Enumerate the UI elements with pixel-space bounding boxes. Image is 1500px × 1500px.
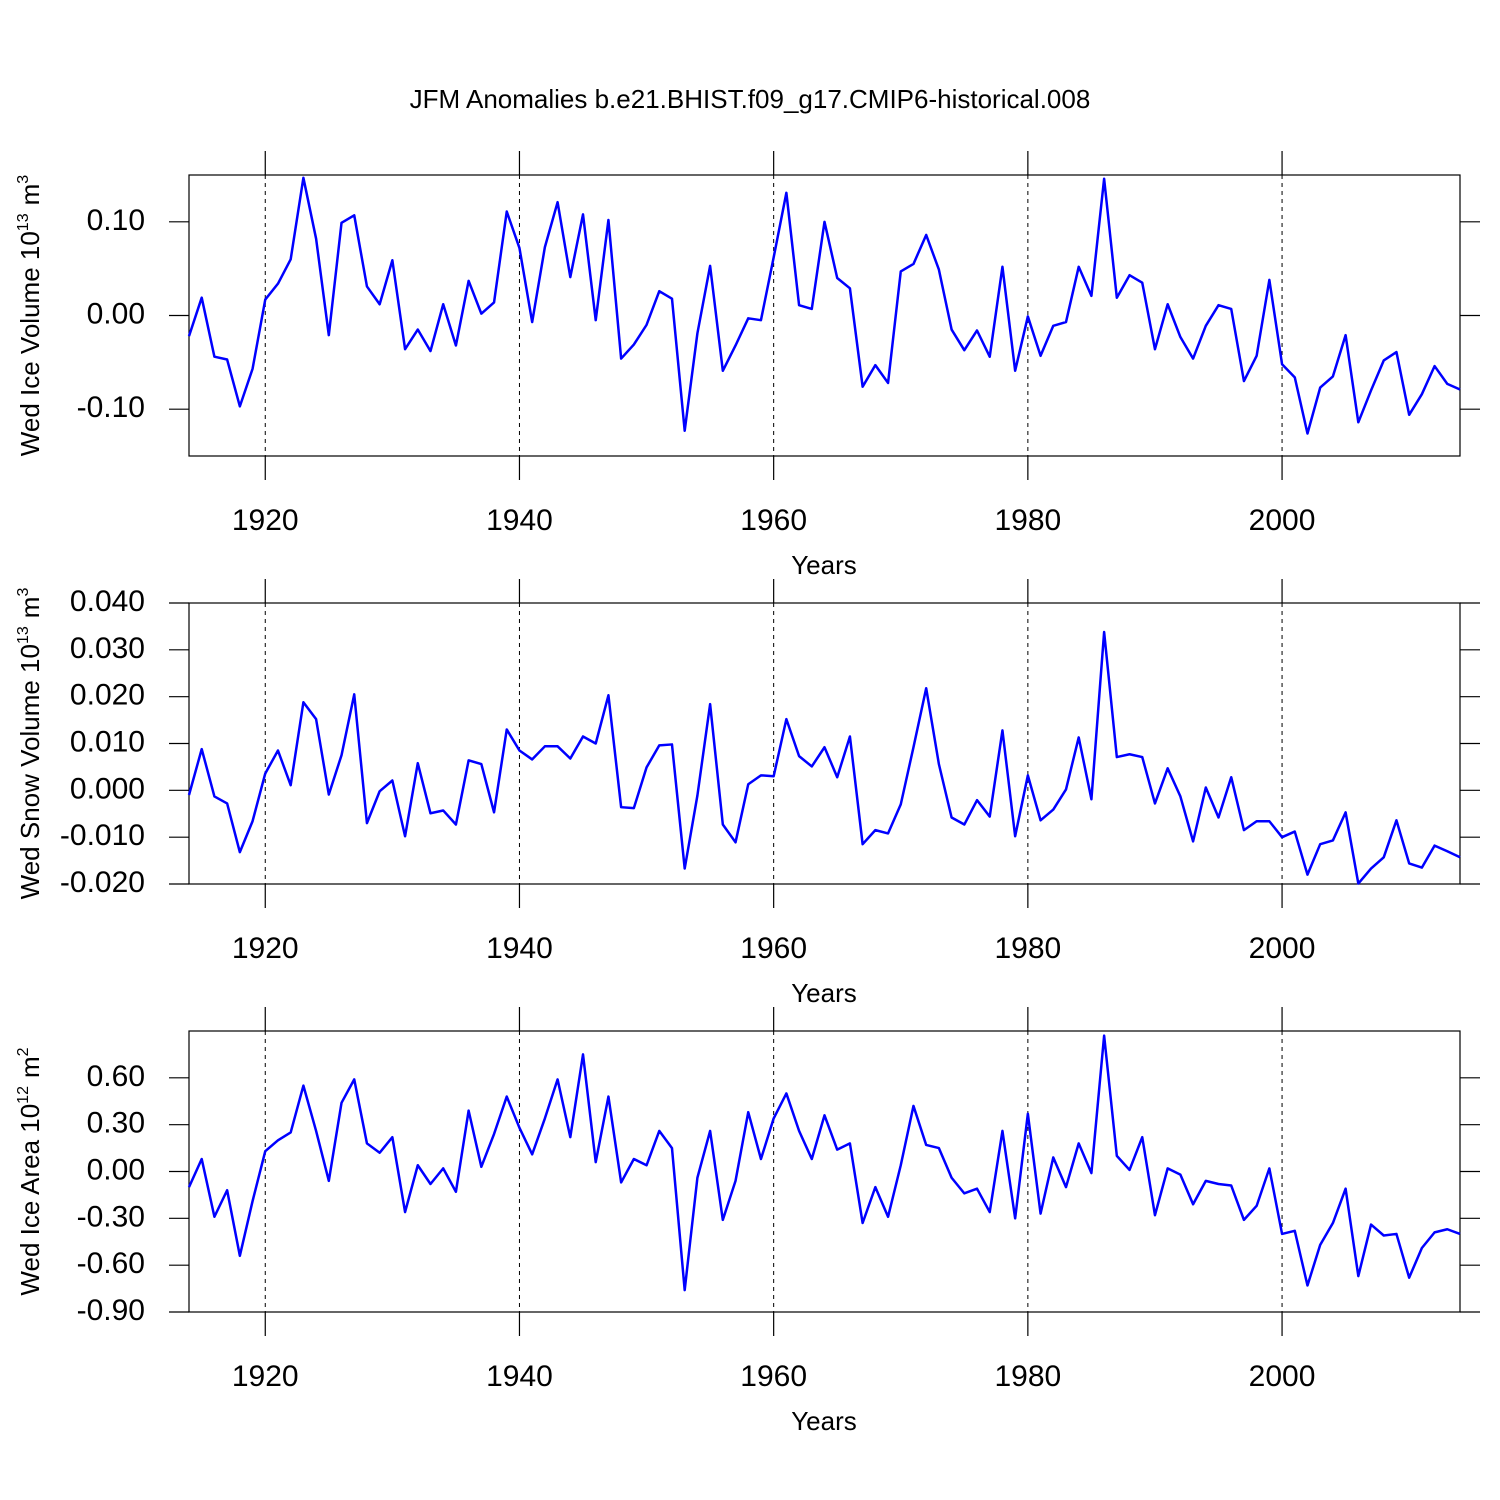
y-tick-label: 0.010	[70, 725, 145, 758]
y-axis-label-exponent: 13	[15, 626, 32, 644]
y-axis-label-unit: m	[15, 1056, 45, 1078]
y-axis-label-unit-exponent: 3	[15, 588, 32, 597]
data-line	[187, 630, 1461, 885]
x-tick-label: 1940	[486, 504, 553, 537]
y-axis-label-text: Wed Snow Volume 10	[15, 644, 45, 899]
x-tick-label: 1920	[232, 932, 299, 965]
y-tick-label: -0.30	[77, 1200, 145, 1233]
y-axis-label: Wed Ice Volume 1013 m3	[15, 175, 45, 456]
y-tick-label: -0.90	[77, 1294, 145, 1327]
y-axis-label-unit: m	[15, 184, 45, 206]
x-tick-label: 2000	[1249, 932, 1316, 965]
x-tick-label: 1980	[994, 504, 1061, 537]
y-axis-label-text: Wed Ice Area 10	[15, 1104, 45, 1296]
panel: 1920 1940 1960 1980 2000 -0.10 0.00 0.10 Years We…	[15, 151, 1480, 580]
y-axis-label-exponent: 13	[15, 213, 32, 231]
y-tick-label: -0.010	[60, 819, 145, 852]
y-axis-label-unit: m	[15, 597, 45, 619]
x-tick-label: 1920	[232, 504, 299, 537]
y-tick-label: 0.00	[87, 1153, 145, 1186]
y-tick-label: 0.040	[70, 585, 145, 618]
y-tick-label: 0.00	[87, 297, 145, 330]
y-tick-label: 0.30	[87, 1107, 145, 1140]
x-tick-label: 1960	[740, 932, 807, 965]
data-line	[187, 1034, 1461, 1292]
y-axis-label: Wed Ice Area 1012 m2	[15, 1047, 45, 1295]
panel: 1920 1940 1960 1980 2000 -0.020 -0.010 0.000 0.0…	[15, 579, 1480, 1008]
x-tick-label: 1920	[232, 1360, 299, 1393]
x-tick-label: 2000	[1249, 1360, 1316, 1393]
chart-title: JFM Anomalies b.e21.BHIST.f09_g17.CMIP6-…	[410, 84, 1091, 114]
x-tick-label: 1960	[740, 1360, 807, 1393]
x-tick-label: 1980	[994, 932, 1061, 965]
x-tick-label: 2000	[1249, 504, 1316, 537]
y-tick-label: 0.60	[87, 1060, 145, 1093]
y-axis-label-unit-exponent: 2	[15, 1047, 32, 1056]
x-axis-label: Years	[791, 1406, 857, 1436]
plot-frame	[188, 1030, 1461, 1313]
y-tick-label: 0.000	[70, 772, 145, 805]
y-tick-label: 0.020	[70, 679, 145, 712]
plot-frame	[188, 174, 1461, 457]
y-axis-label-text: Wed Ice Volume 10	[15, 231, 45, 456]
panel: 1920 1940 1960 1980 2000 -0.90 -0.60 -0.30 0.00 0…	[15, 1007, 1480, 1436]
x-tick-label: 1940	[486, 1360, 553, 1393]
y-tick-label: -0.60	[77, 1247, 145, 1280]
x-axis-label: Years	[791, 550, 857, 580]
y-axis-label-exponent: 12	[15, 1086, 32, 1104]
y-tick-label: -0.020	[60, 866, 145, 899]
y-tick-label: 0.030	[70, 632, 145, 665]
plot-frame	[188, 602, 1461, 885]
y-tick-label: 0.10	[87, 204, 145, 237]
y-tick-label: -0.10	[77, 391, 145, 424]
data-line	[187, 176, 1461, 435]
x-tick-label: 1940	[486, 932, 553, 965]
x-tick-label: 1980	[994, 1360, 1061, 1393]
y-axis-label-unit-exponent: 3	[15, 175, 32, 184]
y-axis-label: Wed Snow Volume 1013 m3	[15, 588, 45, 900]
x-tick-label: 1960	[740, 504, 807, 537]
x-axis-label: Years	[791, 978, 857, 1008]
